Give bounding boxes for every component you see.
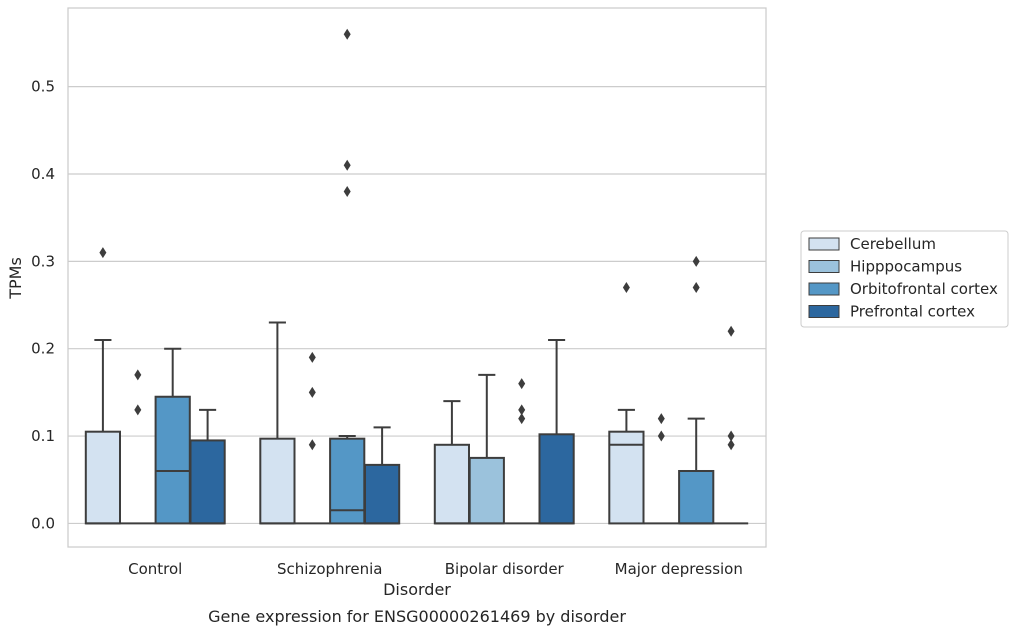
x-tick-label: Major depression — [615, 560, 743, 578]
legend: Cerebellum Hipppocampus Orbitofrontal cort… — [800, 230, 1009, 328]
box-groups — [84, 28, 749, 525]
box — [678, 469, 715, 525]
series-orbitofrontal-cortex — [154, 28, 715, 525]
legend-label: Cerebellum — [850, 235, 936, 253]
series-cerebellum — [84, 247, 645, 525]
box — [154, 395, 191, 525]
box — [468, 456, 505, 525]
series-hipppocampus — [120, 351, 679, 525]
legend-label: Orbitofrontal cortex — [850, 280, 998, 298]
outlier-point — [518, 378, 526, 390]
legend-swatch — [808, 260, 840, 273]
outlier-point — [343, 28, 351, 40]
x-tick-label: Schizophrenia — [277, 560, 382, 578]
legend-swatch — [808, 237, 840, 251]
box — [363, 463, 401, 525]
caption: Gene expression for ENSG00000261469 by d… — [208, 607, 626, 626]
y-tick-label: 0.0 — [31, 514, 55, 532]
x-tick-label: Control — [128, 560, 182, 578]
box — [433, 443, 471, 525]
outlier-point — [622, 282, 630, 294]
y-axis-label: TPMs — [6, 257, 25, 300]
legend-swatch — [808, 282, 840, 296]
legend-swatch — [808, 305, 840, 318]
outlier-point — [692, 255, 700, 267]
y-tick-labels: 0.0 0.1 0.2 0.3 0.4 0.5 — [31, 78, 55, 533]
series-prefrontal-cortex — [189, 325, 749, 525]
outlier-point — [134, 369, 142, 381]
box — [329, 437, 366, 525]
plot-frame — [67, 7, 767, 548]
legend-frame — [800, 230, 1009, 328]
y-tick-label: 0.3 — [31, 252, 55, 270]
y-tick-label: 0.2 — [31, 340, 55, 358]
legend-label: Hipppocampus — [850, 258, 962, 276]
box — [259, 437, 296, 525]
outlier-point — [308, 386, 316, 398]
outlier-point — [134, 404, 142, 416]
x-tick-labels: Control Schizophrenia Bipolar disorder Majo… — [128, 560, 743, 578]
outlier-point — [518, 404, 526, 416]
y-tick-label: 0.1 — [31, 427, 55, 445]
y-tick-label: 0.4 — [31, 165, 55, 183]
outlier-point — [343, 185, 351, 197]
outlier-point — [727, 439, 735, 451]
legend-label: Prefrontal cortex — [850, 303, 975, 321]
box — [608, 430, 645, 525]
box — [84, 430, 122, 525]
outlier-point — [657, 430, 665, 442]
y-tick-label: 0.5 — [31, 78, 55, 96]
x-tick-label: Bipolar disorder — [445, 560, 565, 578]
outlier-point — [727, 325, 735, 337]
outlier-point — [657, 413, 665, 425]
outlier-point — [308, 351, 316, 363]
outlier-point — [99, 247, 107, 259]
outlier-point — [343, 159, 351, 171]
box — [538, 433, 575, 525]
outlier-point — [518, 413, 526, 425]
outlier-point — [727, 430, 735, 442]
outlier-point — [308, 439, 316, 451]
x-axis-label: Disorder — [383, 580, 451, 599]
box — [189, 439, 226, 525]
outlier-point — [692, 282, 700, 294]
